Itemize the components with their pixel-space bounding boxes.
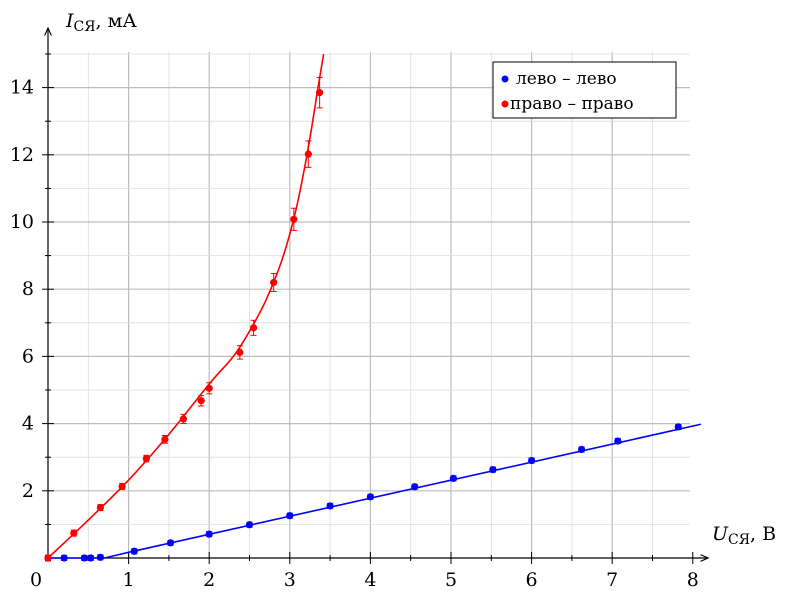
x-axis-subscript: СЯ [728, 532, 750, 548]
point-left-left [528, 456, 536, 465]
x-tick-label: 3 [284, 569, 296, 591]
y-axis-label: IСЯ, мА [65, 10, 137, 35]
point-left-left [449, 474, 458, 482]
legend-box [492, 61, 677, 119]
x-axis-symbol: U [712, 523, 729, 545]
point-left-left [614, 437, 622, 445]
y-tick-label: 8 [22, 278, 34, 300]
point-left-left [130, 547, 138, 555]
point-left-left [80, 554, 88, 562]
y-axis-symbol: I [65, 10, 74, 32]
x-axis-unit: , В [750, 523, 776, 545]
axes [48, 28, 708, 558]
point-left-left [205, 530, 213, 538]
legend-label-right-right: право – право [510, 94, 634, 114]
point-left-left [245, 521, 254, 529]
origin-label: 0 [30, 569, 42, 591]
y-tick-label: 14 [10, 77, 34, 99]
point-right-right [96, 504, 104, 512]
point-left-left [96, 553, 104, 561]
point-right-right [142, 454, 150, 463]
y-tick-label: 10 [10, 211, 34, 233]
x-tick-label: 7 [606, 569, 618, 591]
legend: лево – лево право – право [492, 61, 677, 119]
y-tick-label: 6 [22, 345, 34, 367]
point-left-left [366, 493, 374, 501]
point-right-right [44, 554, 52, 562]
point-left-left [286, 512, 294, 520]
point-left-left [87, 554, 95, 562]
x-tick-label: 6 [526, 569, 538, 591]
y-tick-label: 4 [22, 413, 34, 435]
grid [48, 52, 690, 558]
x-axis-label: UСЯ, В [712, 523, 776, 548]
legend-label-left-left: лево – лево [516, 69, 617, 89]
fit-curves [47, 53, 702, 559]
x-tick-label: 4 [364, 569, 376, 591]
fit-curve-right-right [47, 53, 325, 559]
legend-marker-right-right [501, 100, 509, 108]
point-right-right [118, 482, 126, 491]
point-left-left [674, 423, 682, 431]
point-right-right [316, 89, 324, 97]
point-right-right [304, 150, 312, 158]
x-tick-label: 1 [123, 569, 135, 591]
x-tick-label: 8 [687, 569, 699, 591]
point-right-right [179, 415, 188, 423]
point-left-left [60, 554, 68, 562]
point-right-right [205, 384, 213, 392]
x-tick-label: 5 [445, 569, 457, 591]
point-right-right [270, 278, 278, 287]
y-tick-label: 2 [22, 480, 34, 502]
point-right-right [290, 215, 298, 223]
point-right-right [161, 435, 169, 443]
point-left-left [411, 483, 419, 491]
point-left-left [489, 466, 497, 474]
point-right-right [249, 324, 258, 332]
point-right-right [236, 348, 244, 356]
point-left-left [577, 445, 586, 454]
y-axis-subscript: СЯ [74, 19, 96, 35]
point-right-right [197, 397, 205, 405]
legend-marker-left-left [501, 75, 509, 83]
x-tick-label: 2 [203, 569, 215, 591]
y-axis-unit: , мА [96, 10, 138, 32]
point-left-left [166, 539, 175, 547]
data-points [44, 76, 682, 562]
point-right-right [70, 529, 78, 537]
y-tick-label: 12 [10, 144, 34, 166]
point-left-left [326, 502, 334, 510]
